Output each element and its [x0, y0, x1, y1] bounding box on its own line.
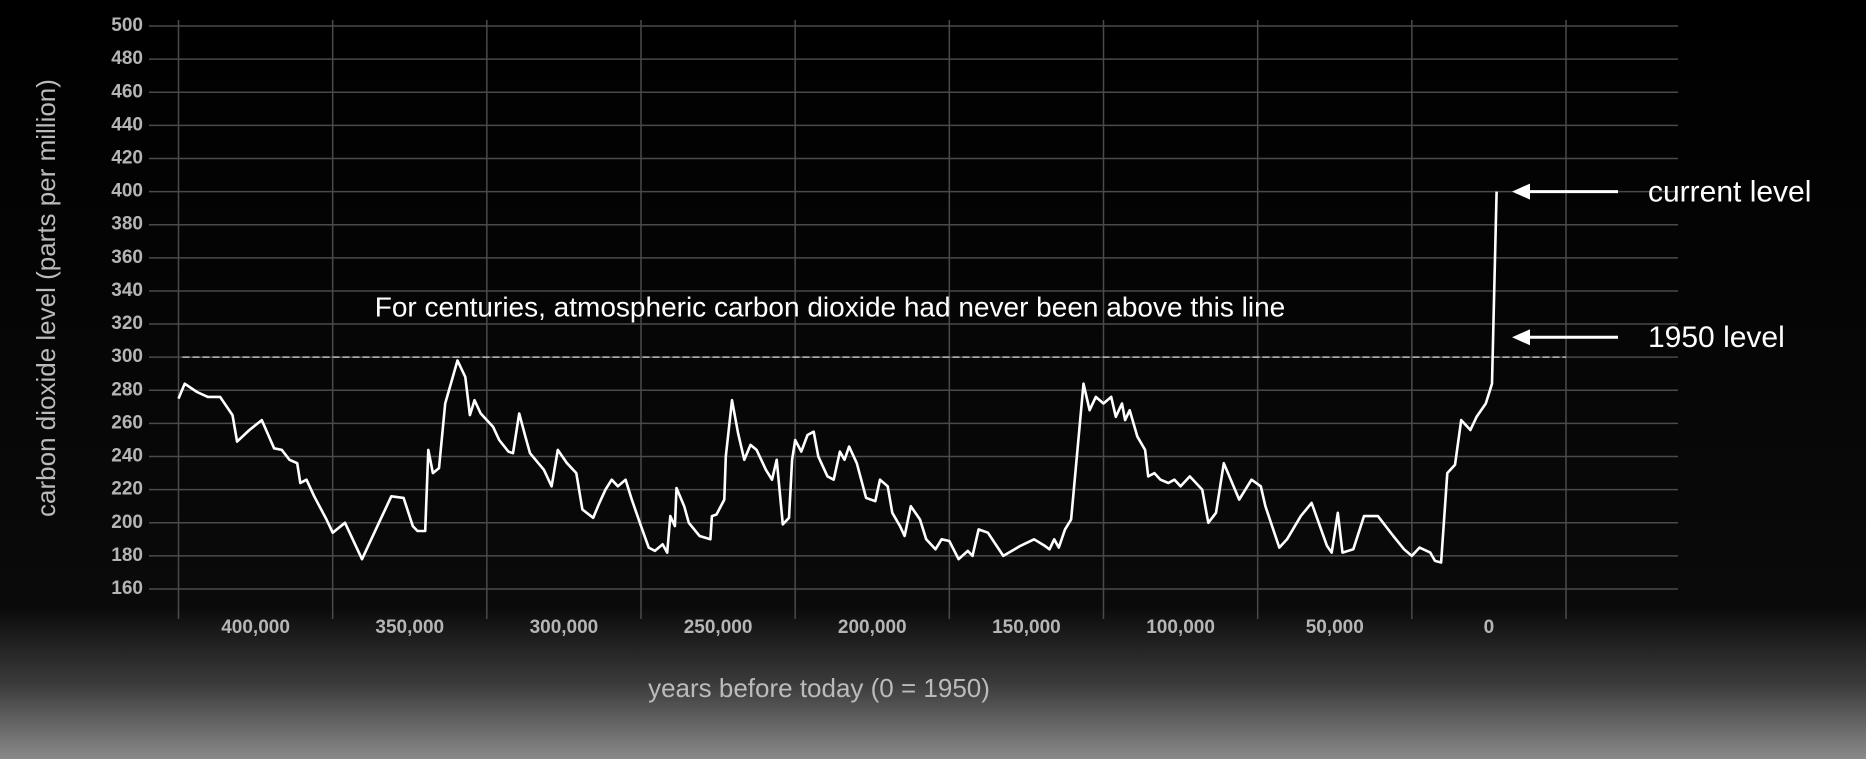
x-axis-title: years before today (0 = 1950)	[648, 673, 990, 703]
x-tick-label: 150,000	[992, 617, 1061, 638]
annotation-label: 1950 level	[1648, 321, 1785, 354]
y-tick-label: 400	[111, 181, 143, 202]
annotation-arrow-head	[1512, 329, 1530, 346]
y-tick-label: 500	[111, 15, 143, 36]
grid	[149, 20, 1678, 619]
y-tick-label: 380	[111, 214, 143, 235]
x-tick-label: 100,000	[1146, 617, 1215, 638]
threshold-label: For centuries, atmospheric carbon dioxid…	[375, 292, 1286, 323]
x-tick-label: 50,000	[1306, 617, 1364, 638]
y-tick-label: 320	[111, 313, 143, 334]
y-tick-label: 260	[111, 412, 143, 433]
y-axis-title: carbon dioxide level (parts per million)	[31, 79, 61, 517]
x-tick-label: 400,000	[221, 617, 290, 638]
annotation-arrow-head	[1512, 183, 1530, 200]
data-line	[177, 191, 1498, 564]
x-tick-label: 0	[1484, 617, 1495, 638]
y-tick-label: 240	[111, 446, 143, 467]
y-tick-label: 420	[111, 147, 143, 168]
x-tick-label: 250,000	[684, 617, 753, 638]
y-tick-label: 460	[111, 81, 143, 102]
y-tick-label: 200	[111, 512, 143, 533]
annotation-label: current level	[1648, 176, 1811, 209]
y-tick-label: 220	[111, 479, 143, 500]
y-tick-label: 360	[111, 247, 143, 268]
y-tick-label: 280	[111, 379, 143, 400]
y-tick-label: 180	[111, 545, 143, 566]
y-tick-label: 480	[111, 48, 143, 69]
x-tick-label: 350,000	[375, 617, 444, 638]
y-tick-label: 160	[111, 578, 143, 599]
y-tick-label: 300	[111, 346, 143, 367]
y-tick-label: 340	[111, 280, 143, 301]
x-tick-label: 200,000	[838, 617, 907, 638]
y-tick-label: 440	[111, 114, 143, 135]
x-tick-label: 300,000	[530, 617, 599, 638]
